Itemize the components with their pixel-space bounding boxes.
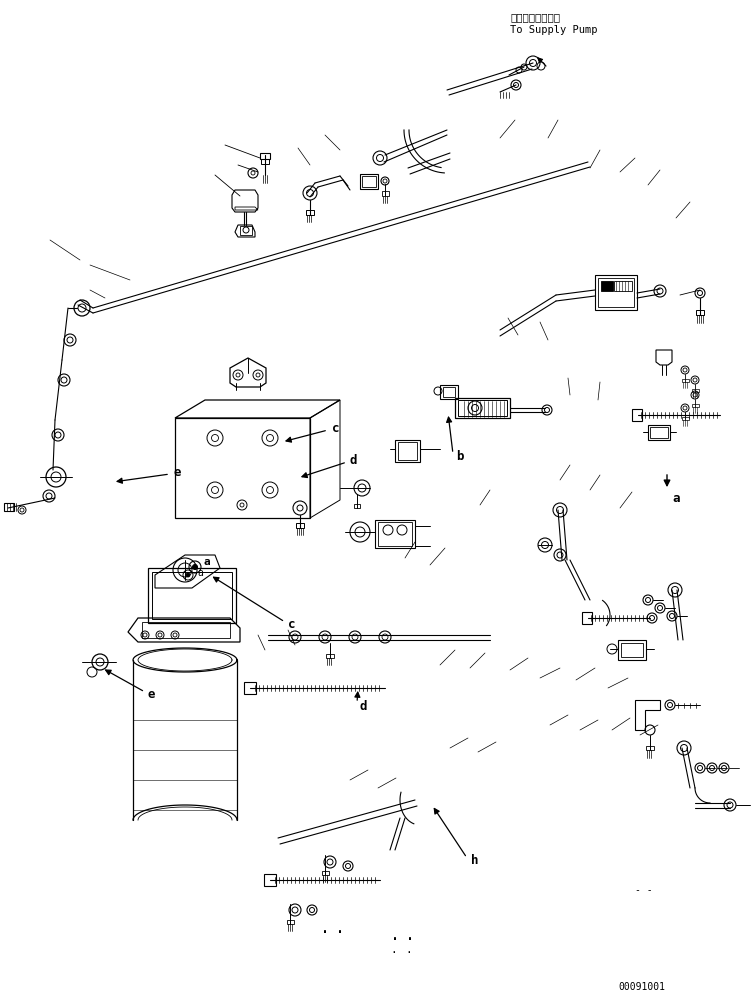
Bar [375,520,415,548]
Circle shape [193,564,198,569]
Text: c: c [288,617,295,630]
Bar [260,153,270,159]
Bar [582,612,592,624]
Text: .: . [405,926,415,944]
Bar [264,874,276,886]
Bar [240,226,252,235]
Bar [632,409,642,421]
Text: b: b [456,451,464,464]
Bar [306,210,314,215]
Text: d: d [359,700,366,713]
Bar [244,682,256,694]
Text: To Supply Pump: To Supply Pump [510,25,597,35]
Bar [646,746,654,750]
Bar [287,920,294,924]
Bar [152,572,232,619]
Bar [382,191,389,196]
Bar [322,871,329,875]
Bar [443,387,455,397]
Bar [398,442,417,460]
Bar [682,417,689,420]
Text: 00091001: 00091001 [618,982,665,992]
Bar [458,400,507,416]
Text: .: . [335,919,345,937]
Bar [378,522,412,546]
Bar [362,176,376,187]
Bar [148,568,236,623]
Bar [360,174,378,189]
Bar [326,654,334,658]
Bar [261,159,269,164]
Text: e: e [148,688,156,701]
Bar [440,385,458,399]
Text: .: . [390,945,396,955]
Bar [142,622,230,638]
Text: h: h [471,853,479,866]
Bar [601,281,613,291]
Bar [696,310,704,315]
Text: a: a [203,557,210,567]
Text: - -: - - [635,885,652,895]
Bar [648,425,670,440]
Bar [618,640,646,660]
Bar [692,389,699,392]
Text: .: . [320,919,330,937]
Bar [595,275,637,310]
Text: サプライポンプへ: サプライポンプへ [510,12,560,22]
Bar [354,504,360,508]
Text: d: d [350,454,358,467]
Bar [395,440,420,462]
Bar [614,281,632,291]
Circle shape [186,573,190,577]
Text: e: e [173,466,180,479]
Bar [296,523,304,528]
Text: a: a [197,568,203,578]
Text: .: . [405,945,411,955]
Bar [4,503,14,511]
Bar [692,404,699,407]
Text: c: c [332,422,340,435]
Bar [621,643,643,657]
Bar [682,379,689,382]
Text: a: a [672,492,680,504]
Text: .: . [390,926,400,944]
Bar [650,427,668,438]
Bar [455,398,510,418]
Bar [598,278,634,307]
